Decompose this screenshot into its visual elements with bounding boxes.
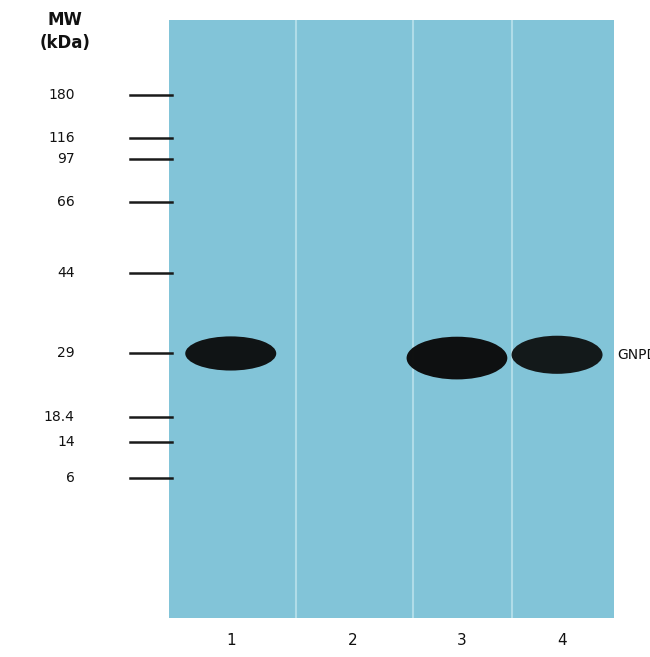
Text: 14: 14	[57, 434, 75, 449]
Ellipse shape	[407, 336, 507, 380]
Ellipse shape	[185, 336, 276, 371]
Text: 116: 116	[48, 131, 75, 145]
Text: 97: 97	[57, 152, 75, 166]
Text: GNPDA1: GNPDA1	[618, 348, 650, 362]
Ellipse shape	[512, 336, 603, 374]
Text: 66: 66	[57, 194, 75, 209]
Text: 3: 3	[456, 633, 467, 648]
FancyBboxPatch shape	[169, 20, 614, 618]
Text: (kDa): (kDa)	[40, 34, 90, 52]
Text: 18.4: 18.4	[44, 410, 75, 424]
Text: 44: 44	[57, 265, 75, 280]
Text: 180: 180	[48, 88, 75, 102]
Text: 6: 6	[66, 471, 75, 486]
Text: 29: 29	[57, 346, 75, 361]
Text: MW: MW	[47, 11, 83, 29]
Text: 1: 1	[226, 633, 235, 648]
Text: 2: 2	[348, 633, 358, 648]
Text: 4: 4	[558, 633, 567, 648]
